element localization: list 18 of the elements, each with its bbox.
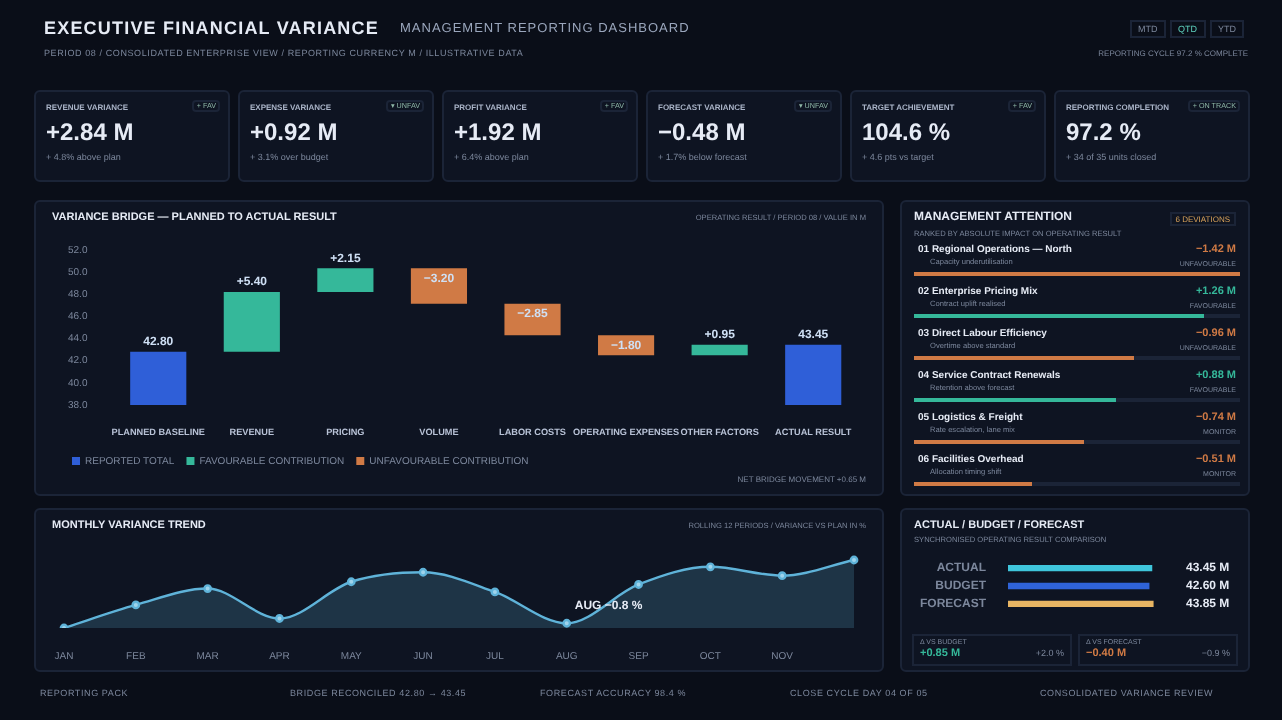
point (346, 577, 356, 587)
text: 97.2 % (1066, 118, 1141, 146)
text: EXECUTIVE FINANCIAL VARIANCE (44, 18, 379, 38)
text: +1.92 M (454, 118, 542, 146)
point (490, 587, 500, 597)
point (418, 567, 428, 577)
point (849, 555, 859, 565)
text: −0.48 M (658, 118, 746, 146)
point (705, 562, 715, 572)
point (275, 614, 284, 623)
text: +2.84 M (46, 118, 134, 146)
point (562, 618, 572, 628)
point (203, 584, 213, 593)
point (634, 580, 643, 589)
text: +0.92 M (250, 118, 338, 146)
text: 104.6 % (862, 118, 951, 146)
point (131, 600, 141, 610)
point (777, 571, 787, 581)
